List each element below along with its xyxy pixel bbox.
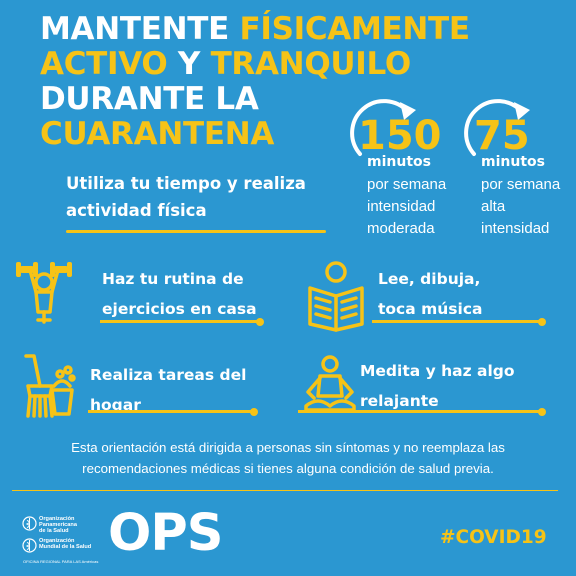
person-reading-icon: [308, 261, 364, 332]
stat-unit: minutos: [481, 154, 545, 170]
circular-arrow-icon: [464, 99, 530, 156]
intro-underline: [66, 230, 326, 233]
activity-label: Medita y haz algo relajante: [360, 362, 515, 410]
intro-text: Utiliza tu tiempo y realiza actividad fí…: [66, 174, 306, 220]
who-emblem-icon: [22, 538, 37, 553]
activity-meditate: Medita y haz algo relajante: [298, 352, 560, 422]
person-exercising-icon: [16, 262, 72, 324]
activity-underline-dot: [250, 408, 258, 416]
footer-divider: [12, 490, 558, 491]
stat-value: 75: [474, 113, 530, 159]
headline-line-3: DURANTE LA: [40, 81, 259, 117]
stat-unit: minutos: [367, 154, 431, 170]
activity-underline: [372, 320, 542, 323]
hashtag: #COVID19: [440, 527, 547, 548]
activity-underline: [88, 410, 252, 413]
headline-line-4: CUARANTENA: [40, 116, 275, 152]
ops-brand: OPS: [108, 504, 223, 563]
activity-label: Realiza tareas del hogar: [90, 366, 247, 414]
circular-arrow-icon: [350, 99, 416, 156]
activity-underline-dot: [538, 318, 546, 326]
disclaimer-text: Esta orientación está dirigida a persona…: [71, 440, 505, 476]
stat-description: por semana intensidad moderada: [367, 176, 447, 237]
activity-house-chores: Realiza tareas del hogar: [14, 352, 276, 422]
cleaning-broom-bucket-icon: [24, 354, 76, 418]
headline-line-1: MANTENTE FÍSICAMENTE: [40, 11, 470, 47]
stat-description: por semana alta intensidad: [481, 176, 561, 237]
person-meditating-icon: [304, 355, 356, 412]
headline-line-2: ACTIVO Y TRANQUILO: [40, 46, 411, 82]
stat-value: 150: [358, 113, 442, 159]
headline: MANTENTE FÍSICAMENTE ACTIVO Y TRANQUILO …: [40, 12, 470, 152]
activity-underline-dot: [256, 318, 264, 326]
regional-office-label: OFICINA REGIONAL PARA LAS Américas: [23, 559, 99, 564]
activity-underline: [298, 410, 542, 413]
activity-read-draw-music: Lee, dibuja, toca música: [298, 252, 560, 332]
activity-underline: [100, 320, 260, 323]
activity-label: Lee, dibuja, toca música: [378, 270, 483, 318]
activity-exercise: Haz tu rutina de ejercicios en casa: [14, 252, 276, 332]
activity-label: Haz tu rutina de ejercicios en casa: [102, 270, 257, 318]
activity-underline-dot: [538, 408, 546, 416]
paho-emblem-icon: [22, 516, 37, 531]
